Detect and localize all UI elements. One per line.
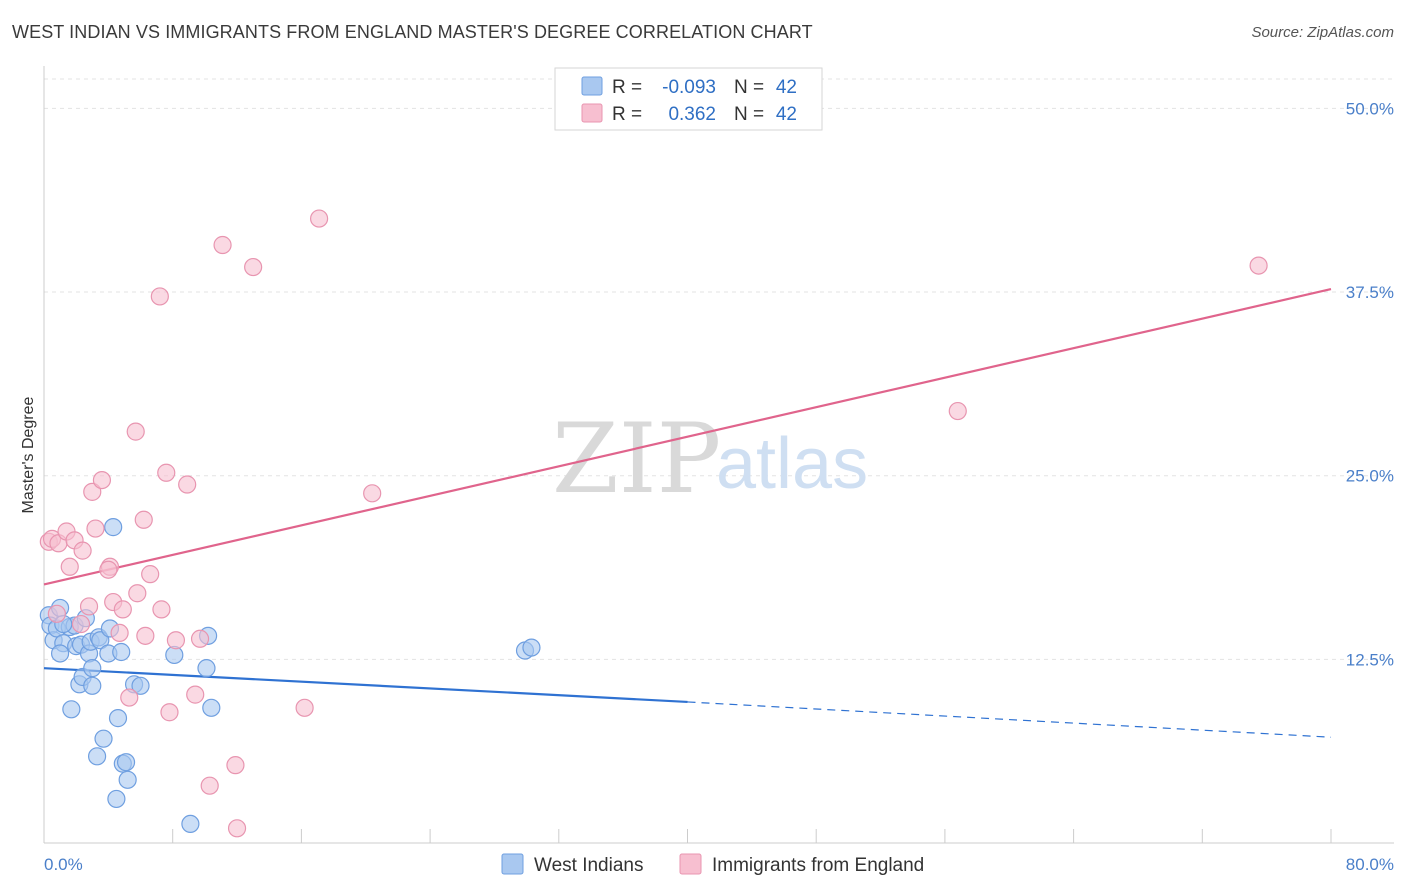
point-west-indians (50, 644, 70, 663)
point-england (200, 776, 219, 795)
y-tick-label: 50.0% (1346, 99, 1394, 118)
point-west-indians (91, 631, 110, 650)
point-west-indians (118, 770, 137, 789)
point-england (92, 471, 112, 490)
point-west-indians (108, 709, 128, 728)
point-england (152, 600, 171, 619)
point-west-indians (62, 700, 81, 719)
point-england (948, 401, 967, 421)
point-england (190, 629, 210, 648)
legend-r-label: R = (612, 77, 642, 98)
bottom-legend: West Indians Immigrants from England (501, 853, 924, 876)
point-england (120, 688, 139, 707)
trend-line-west-indians (43, 667, 688, 704)
point-england (141, 565, 160, 584)
point-west-indians (202, 698, 221, 717)
watermark-zip: ZIP (552, 403, 721, 515)
x-tick-label-min: 0.0% (44, 855, 83, 874)
point-england (79, 597, 99, 616)
point-england (213, 235, 232, 255)
point-england (363, 484, 382, 503)
watermark: ZIP atlas (552, 403, 868, 515)
point-west-indians (131, 676, 150, 695)
watermark-atlas: atlas (716, 424, 868, 504)
bottom-legend-label-west-indians: West Indians (534, 855, 643, 876)
bottom-legend-label-england: Immigrants from England (712, 855, 924, 876)
point-west-indians (83, 676, 102, 695)
trend-line-england (43, 288, 1332, 586)
legend-n-label: N = (734, 104, 764, 125)
point-west-indians (107, 789, 126, 809)
grid (44, 78, 1394, 660)
point-england (160, 703, 179, 722)
legend: R = -0.093 N = 42 R = 0.362 N = 42 (554, 67, 823, 131)
legend-r-value: 0.362 (668, 104, 716, 125)
point-west-indians (181, 814, 200, 834)
point-england (226, 756, 245, 775)
point-england (128, 584, 147, 603)
y-tick-label: 37.5% (1346, 283, 1394, 302)
y-axis-label: Master's Degree (20, 396, 37, 513)
point-england (178, 475, 197, 494)
point-england (244, 257, 263, 277)
point-west-indians (116, 753, 136, 772)
point-west-indians (94, 729, 113, 748)
point-west-indians (104, 518, 123, 537)
point-england (157, 463, 176, 482)
point-england (86, 519, 105, 538)
point-england (309, 209, 329, 228)
point-west-indians (83, 659, 102, 678)
point-england (113, 600, 132, 619)
legend-r-value: -0.093 (662, 77, 716, 98)
legend-n-label: N = (734, 77, 764, 98)
point-england (295, 698, 314, 717)
point-england (73, 541, 92, 560)
y-tick-label: 25.0% (1346, 467, 1394, 486)
chart-source: Source: ZipAtlas.com (1251, 24, 1394, 41)
legend-swatch-england (581, 103, 603, 123)
bottom-legend-swatch-west-indians (501, 853, 524, 875)
point-england (83, 482, 102, 501)
legend-swatch-west-indians (581, 76, 603, 96)
bottom-legend-swatch-england (679, 853, 702, 875)
y-tick-label: 12.5% (1346, 650, 1394, 669)
legend-n-value: 42 (776, 104, 797, 125)
point-england (47, 604, 66, 623)
axes (43, 66, 1394, 844)
point-england (110, 623, 129, 643)
point-england (150, 287, 169, 306)
point-england (136, 626, 155, 645)
point-west-indians (522, 638, 541, 657)
point-west-indians (87, 747, 107, 766)
point-england (227, 819, 247, 838)
chart-title: WEST INDIAN VS IMMIGRANTS FROM ENGLAND M… (12, 22, 813, 42)
legend-n-value: 42 (776, 77, 797, 98)
point-england (186, 685, 205, 704)
trend-lines (43, 288, 1332, 738)
point-england (60, 557, 79, 576)
point-england (126, 422, 145, 441)
legend-r-label: R = (612, 104, 642, 125)
point-england (71, 614, 91, 634)
point-england (99, 560, 118, 579)
data-points (39, 209, 1268, 838)
x-tick-label-max: 80.0% (1346, 855, 1394, 874)
point-west-indians (112, 642, 131, 662)
point-west-indians (197, 659, 216, 678)
point-england (134, 510, 153, 529)
point-england (1249, 256, 1268, 275)
trend-line-west-indians-projection (687, 701, 1332, 738)
point-england (166, 631, 186, 650)
y-tick-labels: 12.5% 25.0% 37.5% 50.0% (1346, 99, 1394, 669)
